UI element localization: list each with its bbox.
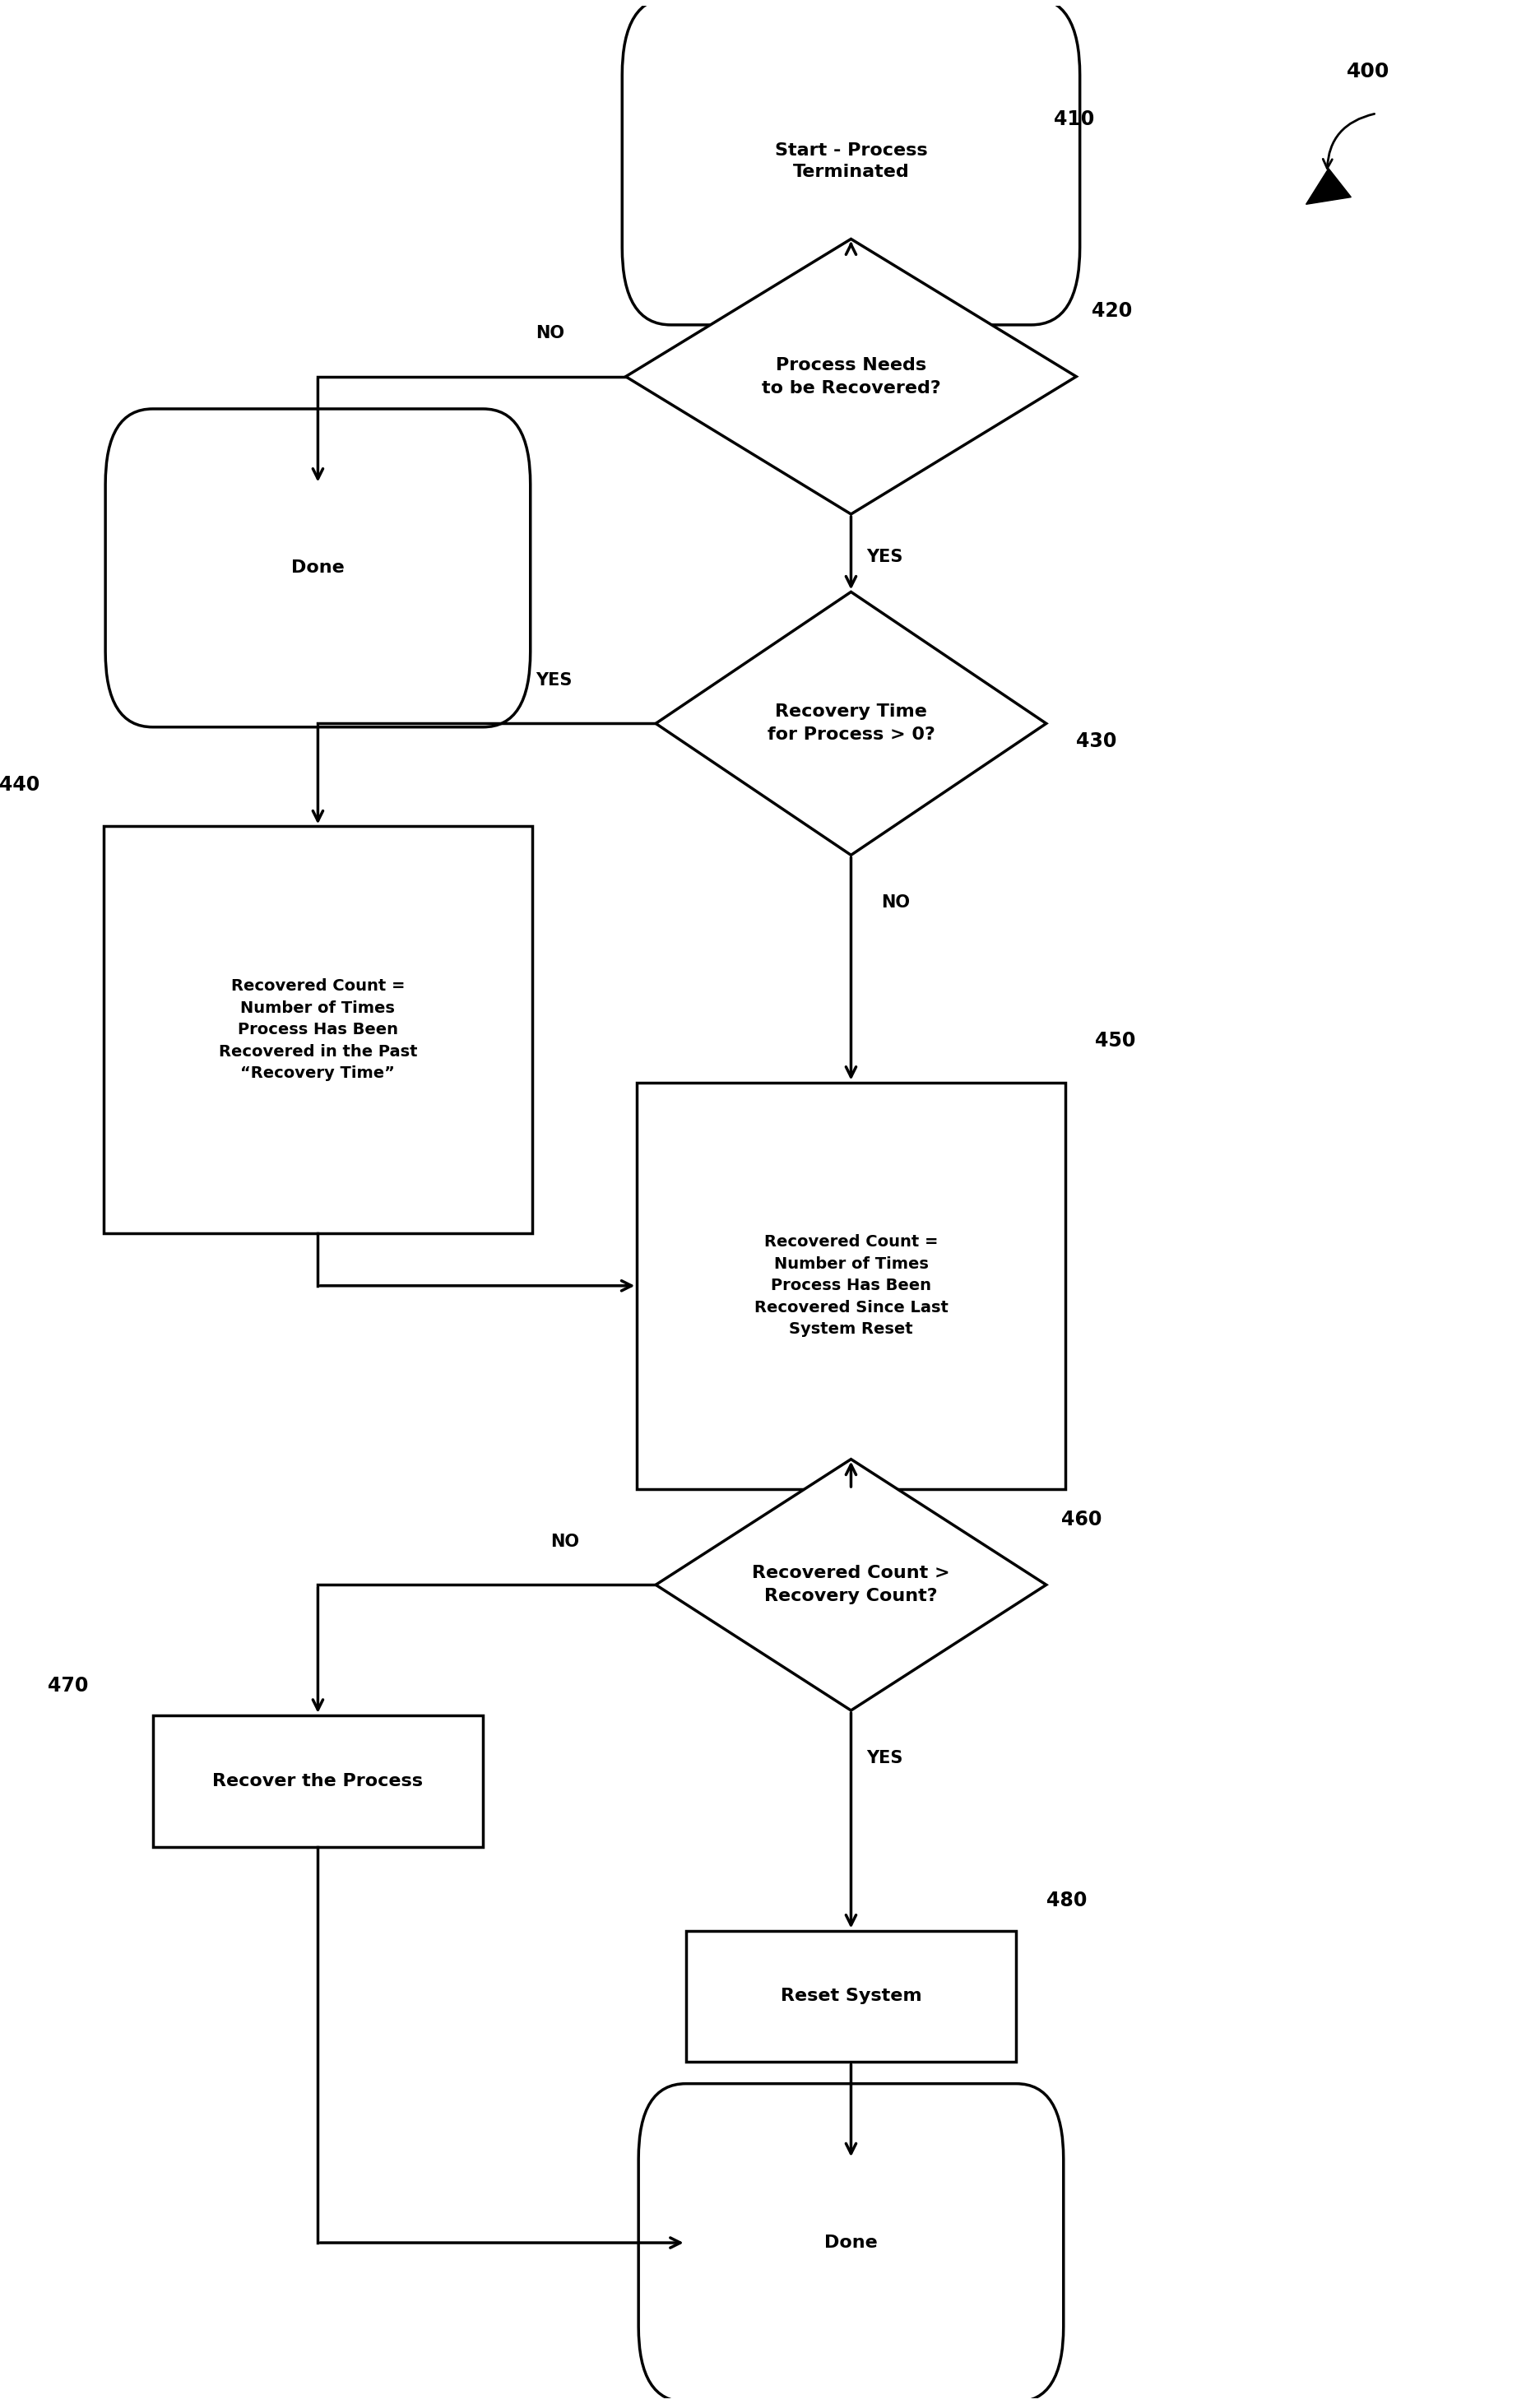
Polygon shape [656,591,1046,856]
Text: NO: NO [551,1534,579,1551]
Bar [103,827,531,1233]
Text: Process Needs
to be Recovered?: Process Needs to be Recovered? [761,356,941,397]
Text: 400: 400 [1346,63,1389,82]
Text: NO: NO [881,894,910,911]
Text: Done: Done [291,560,345,577]
Text: 450: 450 [1095,1031,1135,1051]
FancyBboxPatch shape [622,0,1080,325]
Text: Recovered Count =
Number of Times
Process Has Been
Recovered in the Past
“Recove: Recovered Count = Number of Times Proces… [219,978,417,1082]
Text: YES: YES [865,548,902,565]
Text: 410: 410 [1053,111,1095,130]
FancyBboxPatch shape [639,2084,1064,2402]
Text: Reset System: Reset System [781,1988,921,2005]
Text: 470: 470 [48,1676,88,1695]
Text: Recovered Count >
Recovery Count?: Recovered Count > Recovery Count? [752,1565,950,1603]
Text: 460: 460 [1061,1510,1101,1529]
FancyArrowPatch shape [1323,113,1374,168]
Text: Recovered Count =
Number of Times
Process Has Been
Recovered Since Last
System R: Recovered Count = Number of Times Proces… [755,1233,949,1337]
Text: NO: NO [536,325,565,341]
Polygon shape [656,1459,1046,1709]
Bar [152,1714,484,1846]
Text: Done: Done [824,2236,878,2250]
Bar [638,1082,1066,1488]
Text: 430: 430 [1076,731,1116,752]
Text: 440: 440 [0,774,40,796]
Text: YES: YES [536,673,573,688]
Text: Recover the Process: Recover the Process [213,1772,423,1789]
Text: 420: 420 [1092,300,1132,320]
Text: Recovery Time
for Process > 0?: Recovery Time for Process > 0? [767,704,935,743]
Bar [685,1930,1016,2063]
Text: 480: 480 [1046,1892,1087,1911]
FancyBboxPatch shape [105,409,530,726]
Polygon shape [1306,168,1351,204]
Text: Start - Process
Terminated: Start - Process Terminated [775,142,927,180]
Polygon shape [625,238,1076,514]
Text: YES: YES [865,1750,902,1767]
